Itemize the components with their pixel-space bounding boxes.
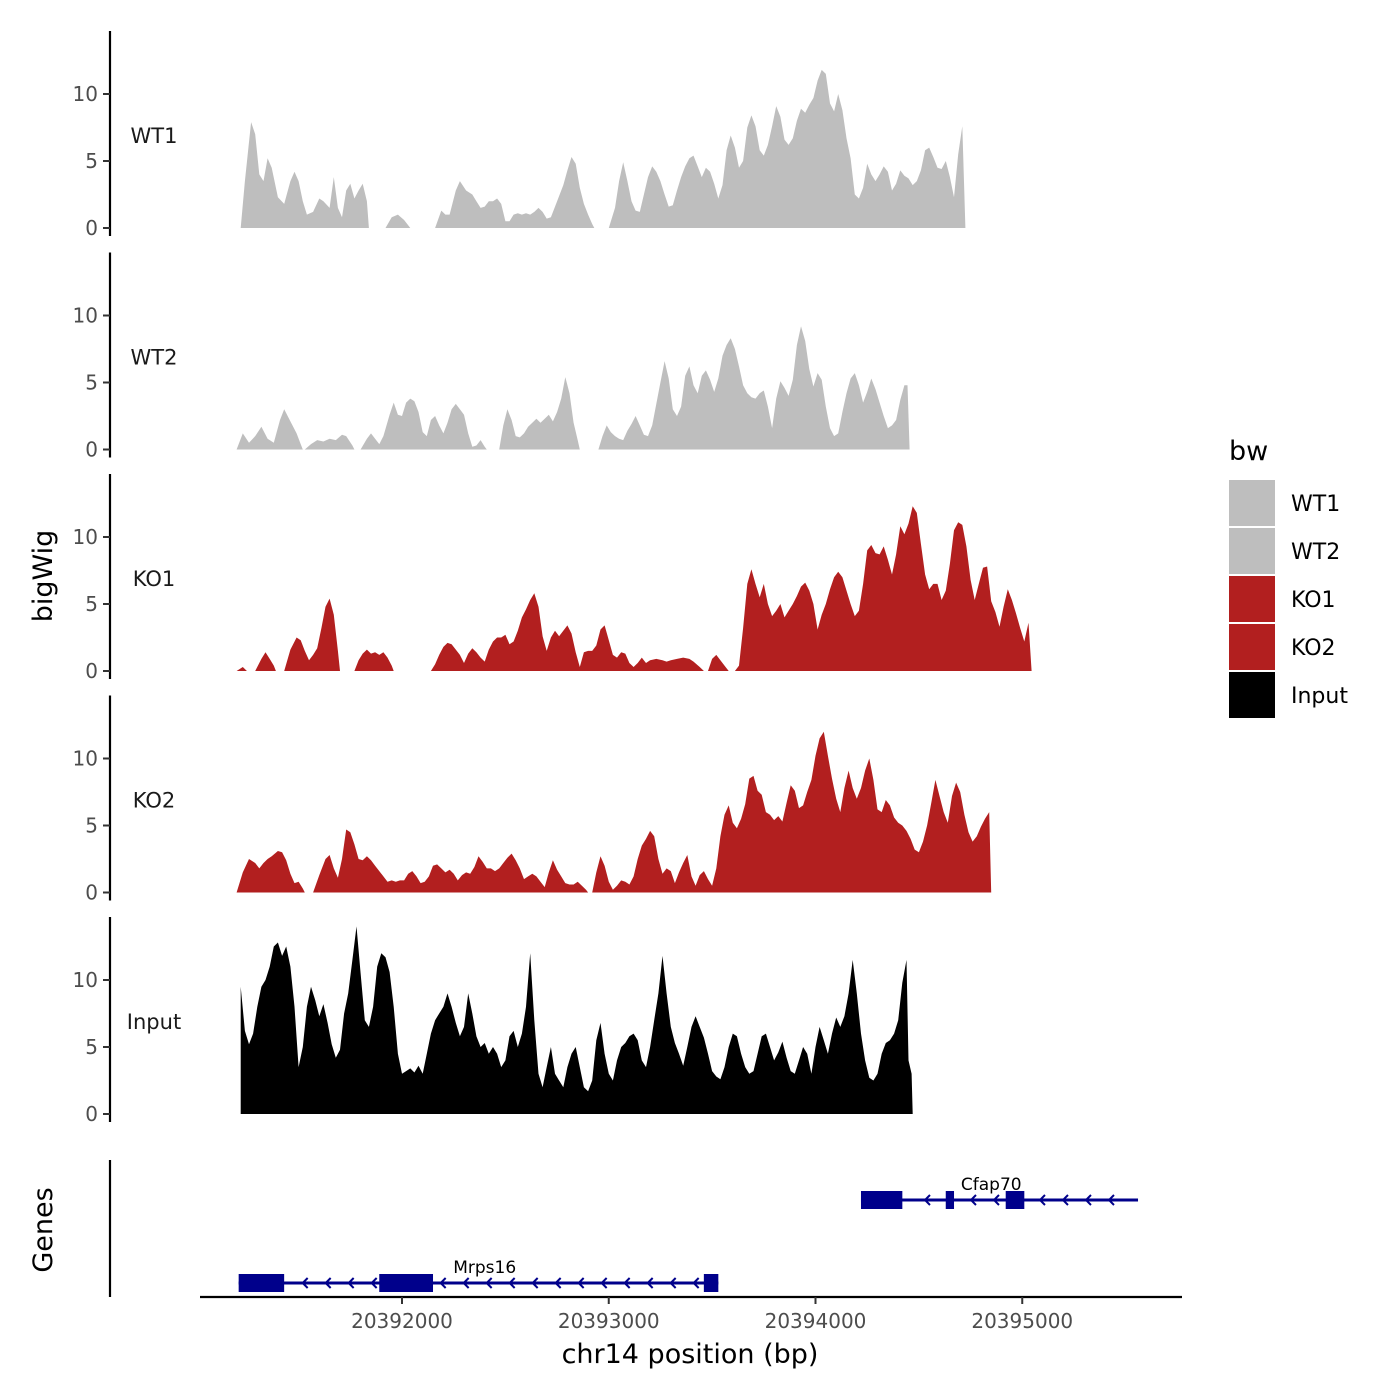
strand-arrow <box>554 1277 562 1289</box>
gene-mrps16: Mrps16 <box>238 1258 719 1292</box>
exon-cfap70-1 <box>860 1191 903 1209</box>
y-tick-label-wt2-10: 10 <box>73 304 98 328</box>
strand-arrow <box>370 1277 378 1289</box>
strand-arrow <box>1107 1194 1115 1206</box>
strand-arrow <box>969 1194 977 1206</box>
y-tick-label-ko2-0: 0 <box>85 881 98 905</box>
legend-label-input: Input <box>1291 684 1348 709</box>
track-label-wt2: WT2 <box>131 346 178 370</box>
exon-mrps16-1 <box>238 1274 285 1292</box>
gene-label-mrps16: Mrps16 <box>453 1258 516 1278</box>
strand-arrow <box>577 1277 585 1289</box>
strand-arrow <box>508 1277 516 1289</box>
panel-ko2: 0 5 10 KO2 <box>73 695 992 905</box>
y-tick-label-wt1-5: 5 <box>85 149 98 173</box>
y-tick-label-ko1-10: 10 <box>73 525 98 549</box>
x-tick-label-20393000: 20393000 <box>558 1309 660 1333</box>
y-tick-label-input-10: 10 <box>73 968 98 992</box>
strand-arrow <box>1061 1194 1069 1206</box>
legend-label-ko1: KO1 <box>1291 588 1336 613</box>
y-tick-label-wt1-0: 0 <box>85 216 98 240</box>
area-ko2 <box>236 731 992 893</box>
legend-title: bw <box>1229 436 1268 467</box>
gene-cfap70: Cfap70 <box>860 1175 1139 1209</box>
legend-swatch-ko1 <box>1229 576 1275 622</box>
strand-arrow <box>1038 1194 1046 1206</box>
area-input <box>240 926 913 1114</box>
panel-wt1: 0 5 10 WT1 <box>73 31 966 240</box>
legend: bw WT1 WT2 KO1 KO2 Input <box>1229 436 1348 718</box>
y-tick-label-wt2-5: 5 <box>85 371 98 395</box>
area-wt2 <box>236 326 910 450</box>
y-axis-title: bigWig <box>28 530 59 623</box>
strand-arrow <box>462 1277 470 1289</box>
gene-label-cfap70: Cfap70 <box>961 1175 1022 1195</box>
panel-input: 0 5 10 Input <box>73 917 913 1126</box>
panel-ko1: 0 5 10 KO1 <box>73 474 1032 683</box>
strand-arrow <box>1084 1194 1092 1206</box>
y-tick-label-wt1-10: 10 <box>73 82 98 106</box>
legend-label-ko2: KO2 <box>1291 636 1336 661</box>
strand-arrow <box>646 1277 654 1289</box>
track-label-ko1: KO1 <box>133 567 176 591</box>
strand-arrow <box>301 1277 309 1289</box>
x-axis: 20392000 20393000 20394000 20395000 <box>200 1295 1182 1333</box>
track-label-input: Input <box>127 1010 181 1034</box>
track-label-wt1: WT1 <box>131 124 178 148</box>
strand-arrow <box>531 1277 539 1289</box>
legend-swatch-ko2 <box>1229 624 1275 670</box>
strand-arrow <box>692 1277 700 1289</box>
genes-axis-title: Genes <box>28 1187 59 1272</box>
y-tick-label-wt2-0: 0 <box>85 438 98 462</box>
y-tick-label-input-5: 5 <box>85 1035 98 1059</box>
track-label-ko2: KO2 <box>133 789 176 813</box>
exon-cfap70-3 <box>1005 1191 1025 1209</box>
y-tick-label-ko2-5: 5 <box>85 814 98 838</box>
y-tick-label-input-0: 0 <box>85 1102 98 1126</box>
signal-panels: 0 5 10 WT1 0 5 10 WT2 0 5 10 KO1 0 5 10 KO2 0 5 10 Input <box>73 31 1032 1126</box>
x-tick-label-20392000: 20392000 <box>351 1309 453 1333</box>
area-wt1 <box>240 69 966 229</box>
x-tick-label-20394000: 20394000 <box>765 1309 867 1333</box>
strand-arrow <box>324 1277 332 1289</box>
genes-panel: Cfap70 Mrps16 <box>108 1160 1139 1297</box>
y-tick-label-ko1-0: 0 <box>85 659 98 683</box>
strand-arrow <box>439 1277 447 1289</box>
y-tick-label-ko1-5: 5 <box>85 592 98 616</box>
exon-mrps16-3 <box>703 1274 719 1292</box>
strand-arrow <box>347 1277 355 1289</box>
legend-swatch-input <box>1229 672 1275 718</box>
y-tick-label-ko2-10: 10 <box>73 747 98 771</box>
exon-mrps16-2 <box>379 1274 434 1292</box>
legend-label-wt2: WT2 <box>1291 540 1340 565</box>
exon-cfap70-2 <box>945 1191 955 1209</box>
strand-arrow <box>600 1277 608 1289</box>
panel-wt2: 0 5 10 WT2 <box>73 252 910 462</box>
x-tick-label-20395000: 20395000 <box>971 1309 1073 1333</box>
area-ko1 <box>236 506 1032 671</box>
strand-arrow <box>623 1277 631 1289</box>
x-axis-title: chr14 position (bp) <box>562 1339 819 1370</box>
legend-swatch-wt1 <box>1229 480 1275 526</box>
strand-arrow <box>923 1194 931 1206</box>
strand-arrow <box>669 1277 677 1289</box>
strand-arrow <box>992 1194 1000 1206</box>
legend-label-wt1: WT1 <box>1291 492 1340 517</box>
strand-arrow <box>485 1277 493 1289</box>
legend-swatch-wt2 <box>1229 528 1275 574</box>
